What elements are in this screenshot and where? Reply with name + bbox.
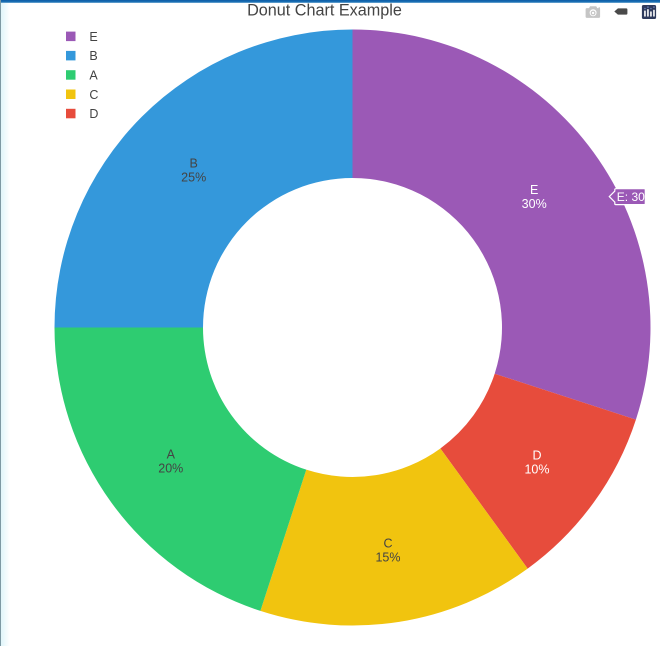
svg-text:20%: 20% (158, 461, 183, 475)
svg-text:B: B (190, 157, 198, 171)
svg-text:A: A (167, 447, 176, 461)
svg-text:D: D (89, 107, 98, 121)
svg-text:A: A (89, 69, 98, 83)
svg-text:E: E (89, 30, 97, 44)
svg-text:30%: 30% (522, 197, 547, 211)
svg-text:D: D (532, 448, 541, 462)
svg-text:B: B (89, 49, 97, 63)
svg-text:E: 30: E: 30 (617, 190, 645, 204)
svg-text:C: C (89, 88, 98, 102)
svg-text:25%: 25% (181, 171, 206, 185)
svg-text:Donut Chart Example: Donut Chart Example (247, 1, 402, 19)
svg-text:10%: 10% (524, 462, 549, 476)
svg-text:E: E (530, 183, 538, 197)
svg-text:15%: 15% (375, 551, 400, 565)
svg-text:C: C (383, 537, 392, 551)
